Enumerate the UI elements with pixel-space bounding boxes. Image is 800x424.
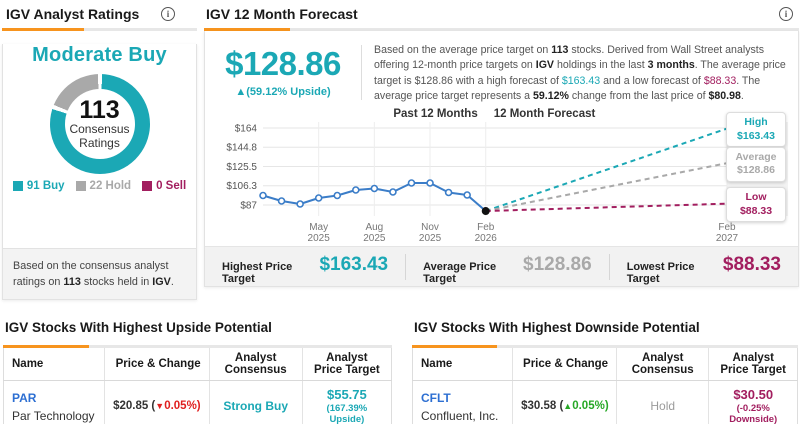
price-value: $30.58 (: [521, 400, 564, 412]
forecast-chart: $164 $144.8 $125.5 $106.3 $87 May 2025 Aug 2025 N…: [217, 106, 788, 248]
svg-text:Feb: Feb: [718, 222, 736, 233]
table-row[interactable]: CFLT Confluent, Inc. $30.58 (▲0.05%) Hol…: [412, 380, 798, 424]
lowest-target-stat: Lowest Price Target $88.33: [608, 253, 798, 285]
downside-table-section: IGV Stocks With Highest Downside Potenti…: [412, 320, 798, 424]
high-value: $163.43: [737, 129, 775, 142]
legend-hold: 22 Hold: [75, 180, 132, 192]
price-value: $20.85 (: [113, 400, 156, 412]
change-percent: 0.05%): [572, 400, 609, 412]
ticker-link[interactable]: CFLT: [421, 391, 451, 405]
donut-center: 113 Consensus Ratings: [64, 89, 135, 159]
col-header-price: Price & Change: [512, 348, 618, 381]
donut-label-line2: Ratings: [79, 135, 120, 150]
downside-table: Name Price & Change Analyst Consensus An…: [412, 348, 798, 424]
col-header-name: Name: [3, 348, 105, 381]
target-downside: (-0.25% Downside): [729, 403, 778, 424]
forecast-description: Based on the average price target on 113…: [374, 44, 786, 103]
col-header-consensus: Analyst Consensus: [209, 348, 303, 381]
svg-text:$106.3: $106.3: [226, 182, 257, 193]
consensus-count: 113: [79, 96, 120, 125]
average-target-block: $128.86 ▲(59.12% Upside): [217, 41, 349, 104]
downside-table-title: IGV Stocks With Highest Downside Potenti…: [414, 320, 700, 335]
average-forecast-badge: Average $128.86: [726, 146, 786, 182]
ticker-link[interactable]: PAR: [12, 391, 37, 405]
sell-swatch-icon: [142, 181, 153, 191]
donut-label-line1: Consensus: [69, 122, 130, 137]
forecast-title: IGV 12 Month Forecast: [206, 6, 358, 22]
legend-buy-label: 91 Buy: [26, 180, 65, 192]
ratings-donut-chart: 113 Consensus Ratings: [49, 74, 150, 174]
upside-table-title: IGV Stocks With Highest Upside Potential: [5, 320, 272, 335]
svg-text:Past 12 Months: Past 12 Months: [393, 108, 477, 120]
consensus-rating-label: Moderate Buy: [32, 44, 167, 66]
legend-sell-label: 0 Sell: [156, 180, 187, 192]
info-icon[interactable]: i: [161, 7, 175, 21]
upside-table: Name Price & Change Analyst Consensus An…: [3, 348, 392, 424]
buy-swatch-icon: [12, 181, 23, 191]
analyst-ratings-panel: IGV Analyst Ratings i Moderate Buy 113 C…: [2, 4, 197, 300]
svg-text:Nov: Nov: [421, 222, 439, 233]
high-forecast-badge: High $163.43: [726, 112, 786, 148]
divider: [361, 45, 362, 101]
average-target-stat: Average Price Target $128.86: [405, 253, 609, 285]
accent-bar: [2, 28, 197, 31]
svg-text:$144.8: $144.8: [226, 143, 257, 154]
accent-bar: [412, 345, 798, 348]
hold-swatch-icon: [75, 181, 86, 191]
company-name: Par Technology: [12, 409, 95, 423]
table-row[interactable]: PAR Par Technology $20.85 (▼0.05%) Stron…: [3, 380, 392, 424]
col-header-target: Analyst Price Target: [708, 348, 798, 381]
svg-text:2026: 2026: [475, 233, 498, 244]
col-header-target: Analyst Price Target: [302, 348, 392, 381]
analyst-ratings-title: IGV Analyst Ratings: [6, 6, 140, 22]
info-icon[interactable]: i: [779, 7, 793, 21]
low-value: $88.33: [739, 204, 773, 217]
svg-text:2025: 2025: [308, 233, 331, 244]
svg-text:2025: 2025: [419, 233, 442, 244]
svg-text:$125.5: $125.5: [226, 162, 257, 173]
svg-text:2025: 2025: [363, 233, 386, 244]
svg-text:$87: $87: [240, 201, 257, 212]
legend-buy: 91 Buy: [12, 180, 65, 192]
average-label: Average: [735, 150, 777, 163]
analyst-consensus: Strong Buy: [223, 399, 289, 413]
change-percent: 0.05%): [164, 400, 201, 412]
ratings-footnote: Based on the consensus analyst ratings o…: [3, 247, 196, 299]
forecast-panel: IGV 12 Month Forecast i $128.86 ▲(59.12%…: [204, 4, 799, 287]
company-name: Confluent, Inc.: [421, 409, 499, 423]
highest-target-stat: Highest Price Target $163.43: [222, 253, 389, 285]
upside-percent: ▲(59.12% Upside): [235, 86, 331, 98]
legend-hold-label: 22 Hold: [89, 180, 132, 192]
accent-bar: [204, 28, 799, 31]
up-arrow-icon: ▲: [563, 401, 573, 411]
svg-text:Feb: Feb: [477, 222, 495, 233]
svg-text:$164: $164: [235, 124, 258, 135]
down-arrow-icon: ▼: [155, 401, 165, 411]
price-target-stats: Highest Price Target $163.43 Average Pri…: [205, 246, 798, 286]
legend-sell: 0 Sell: [142, 180, 186, 192]
svg-text:Aug: Aug: [365, 222, 383, 233]
col-header-consensus: Analyst Consensus: [616, 348, 710, 381]
svg-text:12 Month Forecast: 12 Month Forecast: [494, 108, 596, 120]
target-upside: (167.39% Upside): [326, 403, 368, 424]
low-label: Low: [745, 191, 767, 204]
price-target: $30.50: [733, 387, 774, 402]
ratings-legend: 91 Buy 22 Hold 0 Sell: [3, 180, 196, 192]
average-value: $128.86: [737, 164, 775, 177]
accent-bar: [3, 345, 392, 348]
col-header-price: Price & Change: [104, 348, 210, 381]
svg-text:2027: 2027: [716, 233, 739, 244]
upside-table-section: IGV Stocks With Highest Upside Potential…: [3, 320, 392, 424]
analyst-consensus: Hold: [650, 399, 676, 413]
high-label: High: [744, 116, 768, 128]
average-price-target: $128.86: [225, 45, 341, 82]
svg-text:May: May: [309, 222, 328, 233]
price-line-chart: $164$144.8$125.5$106.3$87May2025Aug2025N…: [226, 108, 788, 244]
col-header-name: Name: [412, 348, 514, 381]
low-forecast-badge: Low $88.33: [726, 187, 786, 223]
price-target: $55.75: [326, 387, 367, 402]
